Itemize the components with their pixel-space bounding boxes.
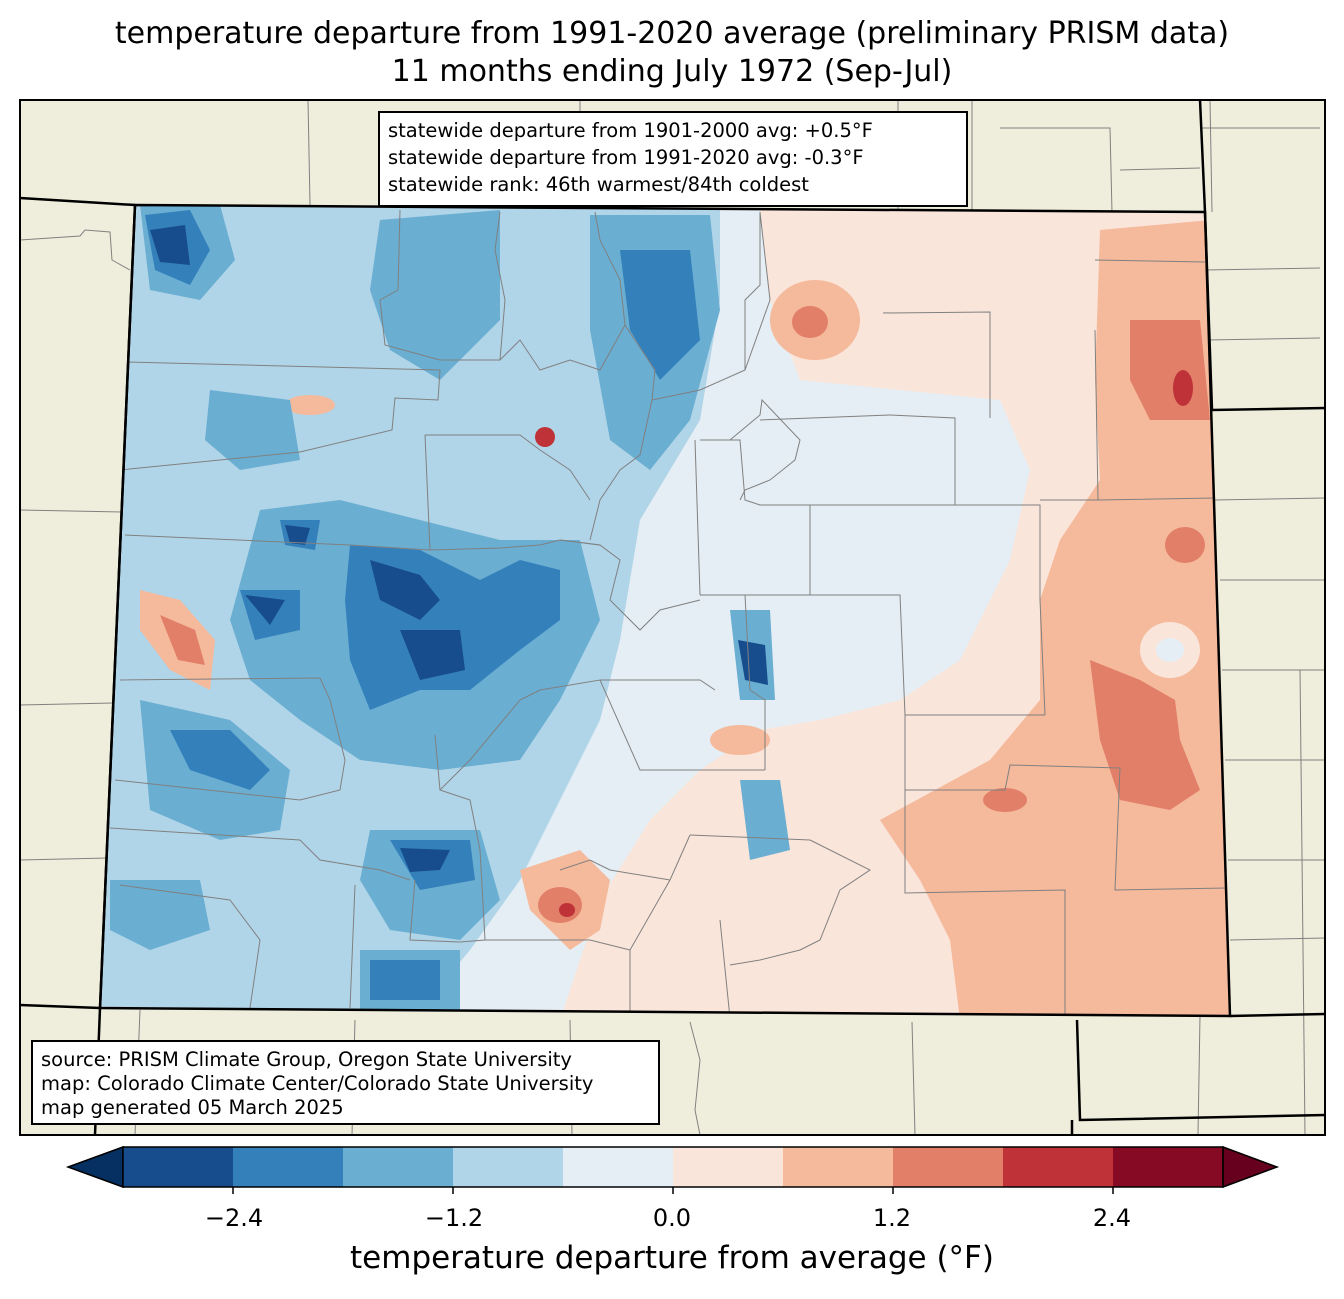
map-frame — [19, 99, 1326, 1136]
colorbar-tick-label: 0.0 — [652, 1204, 692, 1232]
source-box: source: PRISM Climate Group, Oregon Stat… — [31, 1040, 660, 1125]
colorbar-label: temperature departure from average (°F) — [350, 1240, 994, 1276]
colorbar-tick-label: 1.2 — [872, 1204, 912, 1232]
stats-line-1901-2000: statewide departure from 1901-2000 avg: … — [388, 119, 873, 142]
colorbar-tick-label: −1.2 — [424, 1204, 484, 1232]
colorbar-bin — [563, 1147, 673, 1187]
map-subtitle: 11 months ending July 1972 (Sep-Jul) — [391, 54, 953, 89]
colorbar-bin — [343, 1147, 453, 1187]
colorbar-bin — [1003, 1147, 1113, 1187]
colorbar-extend-low — [65, 1145, 124, 1189]
colorbar-bin — [453, 1147, 563, 1187]
departure-contours — [100, 205, 1230, 1016]
colorbar-bin — [233, 1147, 343, 1187]
source-line: source: PRISM Climate Group, Oregon Stat… — [41, 1048, 572, 1071]
colorbar-bin — [1113, 1147, 1223, 1187]
colorbar — [65, 1145, 1280, 1194]
map-credit-line: map: Colorado Climate Center/Colorado St… — [41, 1072, 594, 1095]
statewide-stats-box: statewide departure from 1901-2000 avg: … — [378, 111, 968, 207]
colorbar-bin — [673, 1147, 783, 1187]
map-generated-line: map generated 05 March 2025 — [41, 1096, 344, 1119]
colorbar-bin — [783, 1147, 893, 1187]
state-borders — [19, 99, 1326, 1136]
map-title: temperature departure from 1991-2020 ave… — [114, 16, 1230, 51]
colorado-county-lines — [109, 209, 1229, 1016]
colorbar-bin — [893, 1147, 1003, 1187]
stats-line-rank: statewide rank: 46th warmest/84th coldes… — [388, 173, 809, 196]
colorbar-extend-high — [1222, 1145, 1280, 1189]
colorbar-tick-label: 2.4 — [1092, 1204, 1132, 1232]
stats-line-1991-2020: statewide departure from 1991-2020 avg: … — [388, 146, 864, 169]
colorbar-bin — [123, 1147, 233, 1187]
colorbar-tick-label: −2.4 — [204, 1204, 264, 1232]
